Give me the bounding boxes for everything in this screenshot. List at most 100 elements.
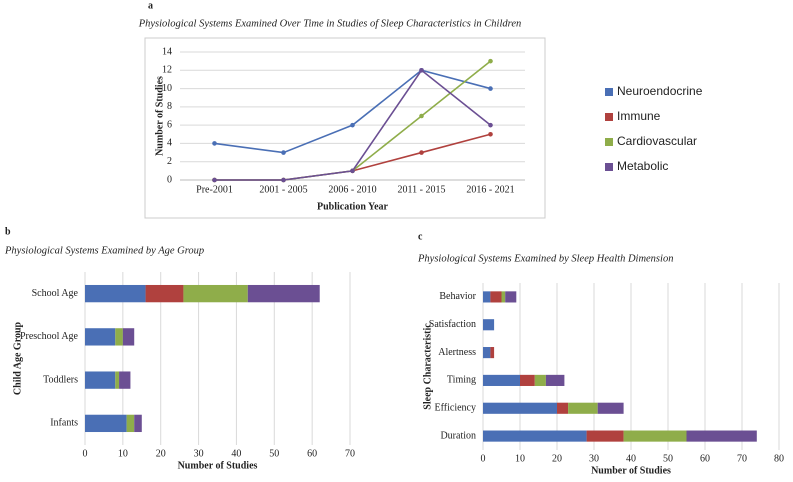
y-tick-label: School Age [32, 288, 79, 299]
legend-swatch [605, 138, 613, 146]
y-tick-label: Toddlers [43, 374, 78, 385]
y-tick-label: Preschool Age [20, 331, 79, 342]
x-tick-label: 30 [194, 448, 204, 459]
legend-label: Metabolic [617, 159, 668, 173]
y-tick-label: Infants [50, 418, 78, 429]
x-tick-label: 2016 - 2021 [466, 184, 514, 195]
x-tick-label: 2001 - 2005 [259, 184, 307, 195]
chart-title: Physiological Systems Examined Over Time… [138, 18, 522, 29]
point [350, 122, 355, 128]
x-tick-label: 40 [626, 453, 636, 464]
point [488, 86, 493, 91]
bar-segment [85, 328, 116, 346]
bar-segment [483, 347, 491, 359]
x-tick-label: 30 [589, 453, 599, 464]
x-tick-label: 40 [231, 448, 241, 459]
y-tick-label: Alertness [438, 347, 476, 358]
y-tick-label: 14 [162, 46, 172, 57]
point [350, 168, 355, 174]
point [419, 113, 424, 119]
legend-label: Immune [617, 109, 661, 123]
x-tick-label: 50 [663, 453, 673, 464]
bar-segment [126, 414, 135, 433]
series-line [214, 69, 491, 154]
point [212, 177, 217, 183]
y-tick-label: Timing [447, 375, 476, 386]
bar-segment [85, 284, 146, 303]
x-tick-label: 20 [156, 448, 166, 459]
point [488, 58, 493, 64]
bar-segment [483, 430, 587, 442]
y-tick-label: 6 [167, 119, 172, 130]
bar-segment [483, 374, 520, 386]
panel-label: a [148, 0, 153, 11]
x-tick-label: 10 [118, 448, 128, 459]
x-tick-label: 50 [269, 448, 279, 459]
x-axis-label: Number of Studies [591, 465, 671, 476]
bar-segment [122, 328, 135, 346]
x-tick-label: 70 [737, 453, 747, 464]
x-axis-label: Number of Studies [178, 460, 258, 471]
x-tick-label: 0 [83, 448, 88, 459]
y-axis-label: Number of Studies [154, 76, 165, 156]
chart-title: Physiological Systems Examined by Age Gr… [4, 245, 204, 256]
bar-segment [115, 328, 123, 346]
bar-segment [545, 374, 565, 386]
x-tick-label: 60 [700, 453, 710, 464]
bar-segment [483, 291, 491, 303]
bar-segment [490, 291, 502, 303]
bar-segment [85, 414, 127, 433]
y-tick-label: 0 [167, 174, 172, 185]
bar-segment [586, 430, 624, 442]
bar-segment [247, 284, 320, 303]
bar-segment [623, 430, 687, 442]
bar-segment [483, 402, 557, 414]
legend-label: Cardiovascular [617, 134, 697, 148]
bar-segment [597, 402, 624, 414]
point [281, 150, 286, 155]
bar-segment [490, 347, 495, 359]
bar-segment [183, 284, 248, 303]
x-tick-label: 0 [481, 453, 486, 464]
y-tick-label: 4 [167, 138, 172, 149]
bar-segment [119, 371, 131, 389]
bar-segment [557, 402, 569, 414]
bar-segment [568, 402, 598, 414]
y-tick-label: 12 [162, 65, 172, 76]
bar-segment [501, 291, 506, 303]
bar-segment [686, 430, 757, 442]
chart-title: Physiological Systems Examined by Sleep … [417, 253, 673, 264]
legend-swatch [605, 88, 613, 96]
y-axis-label: Child Age Group [12, 321, 23, 395]
y-tick-label: 2 [167, 156, 172, 167]
bar-segment [115, 371, 120, 389]
y-tick-label: Satisfaction [429, 319, 476, 330]
bar-segment [520, 374, 535, 386]
x-tick-label: Pre-2001 [196, 184, 233, 195]
bar-segment [534, 374, 546, 386]
chart-frame [144, 37, 546, 219]
point [419, 150, 424, 155]
bar-segment [134, 414, 142, 433]
point [419, 67, 424, 73]
point [488, 131, 493, 137]
y-tick-label: Behavior [439, 291, 476, 302]
legend-swatch [605, 113, 613, 121]
y-tick-label: Efficiency [435, 403, 476, 414]
y-tick-label: Duration [440, 430, 476, 441]
x-tick-label: 60 [307, 448, 317, 459]
y-axis-label: Sleep Characteristic [422, 323, 433, 410]
bar-segment [483, 319, 495, 331]
x-tick-label: 20 [552, 453, 562, 464]
panel-label: c [418, 231, 423, 242]
x-tick-label: 10 [515, 453, 525, 464]
point [281, 177, 286, 183]
point [488, 122, 493, 128]
legend-label: Neuroendocrine [617, 84, 703, 98]
y-tick-label: 8 [167, 101, 172, 112]
x-tick-label: 2006 - 2010 [328, 184, 376, 195]
panel-label: b [5, 226, 11, 237]
legend-swatch [605, 163, 613, 171]
x-tick-label: 2011 - 2015 [398, 184, 446, 195]
